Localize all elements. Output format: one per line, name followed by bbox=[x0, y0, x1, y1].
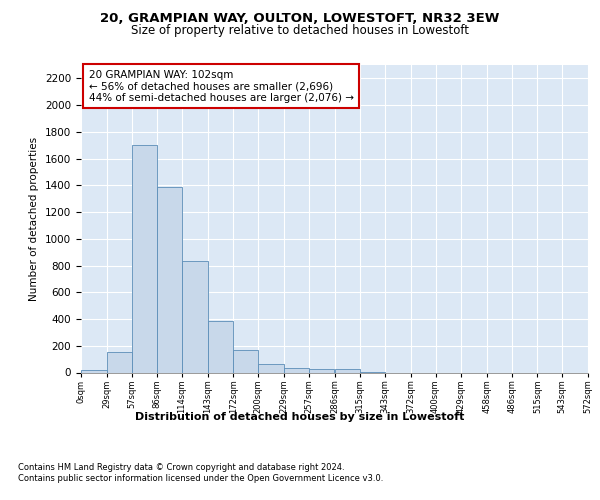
Bar bbox=[335, 369, 360, 372]
Text: Size of property relative to detached houses in Lowestoft: Size of property relative to detached ho… bbox=[131, 24, 469, 37]
Bar bbox=[182, 261, 208, 372]
Bar bbox=[107, 352, 131, 372]
Bar bbox=[258, 364, 284, 372]
Bar bbox=[233, 350, 258, 372]
Bar bbox=[284, 368, 309, 372]
Bar bbox=[309, 369, 335, 372]
Bar bbox=[208, 321, 233, 372]
Text: 20 GRAMPIAN WAY: 102sqm
← 56% of detached houses are smaller (2,696)
44% of semi: 20 GRAMPIAN WAY: 102sqm ← 56% of detache… bbox=[89, 70, 353, 103]
Text: Contains HM Land Registry data © Crown copyright and database right 2024.: Contains HM Land Registry data © Crown c… bbox=[18, 462, 344, 471]
Y-axis label: Number of detached properties: Number of detached properties bbox=[29, 136, 40, 301]
Text: Distribution of detached houses by size in Lowestoft: Distribution of detached houses by size … bbox=[136, 412, 464, 422]
Text: Contains public sector information licensed under the Open Government Licence v3: Contains public sector information licen… bbox=[18, 474, 383, 483]
Bar bbox=[157, 186, 182, 372]
Text: 20, GRAMPIAN WAY, OULTON, LOWESTOFT, NR32 3EW: 20, GRAMPIAN WAY, OULTON, LOWESTOFT, NR3… bbox=[100, 12, 500, 26]
Bar bbox=[81, 370, 107, 372]
Bar bbox=[131, 145, 157, 372]
